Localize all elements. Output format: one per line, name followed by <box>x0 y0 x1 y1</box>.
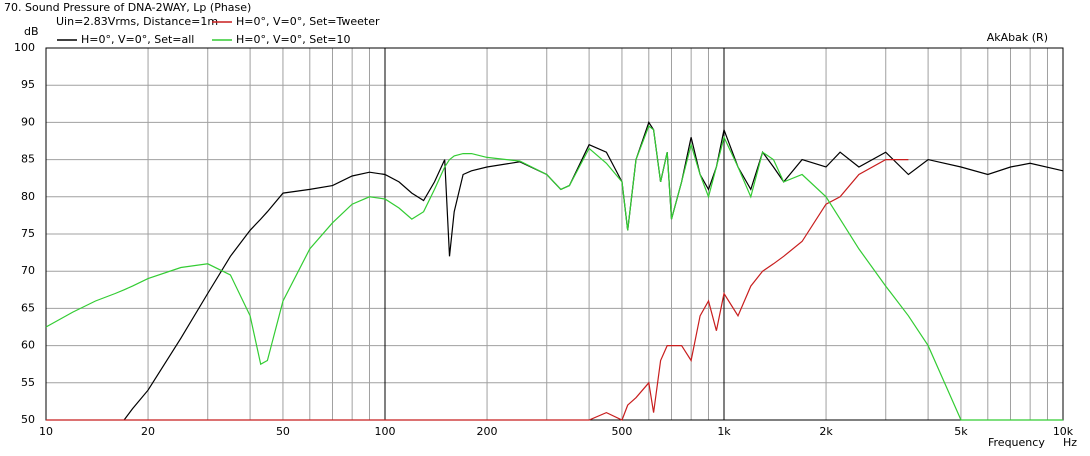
y-tick-label: 50 <box>21 413 35 426</box>
series-line <box>45 125 1063 421</box>
x-tick-label: 20 <box>141 425 155 438</box>
x-tick-label: 100 <box>375 425 396 438</box>
y-tick-label: 70 <box>21 264 35 277</box>
legend-label: H=0°, V=0°, Set=10 <box>236 33 351 46</box>
chart-title: 70. Sound Pressure of DNA-2WAY, Lp (Phas… <box>4 1 251 14</box>
x-tick-label: 2k <box>819 425 833 438</box>
series-line <box>46 159 909 421</box>
legend-label: H=0°, V=0°, Set=all <box>81 33 194 46</box>
x-tick-label: 200 <box>477 425 498 438</box>
x-axis-unit: Hz <box>1063 436 1077 449</box>
x-tick-label: 10k <box>1053 425 1074 438</box>
x-tick-label: 50 <box>276 425 290 438</box>
annotation: AkAbak (R) <box>987 31 1048 44</box>
y-tick-label: 60 <box>21 339 35 352</box>
x-tick-label: 1k <box>717 425 731 438</box>
y-tick-label: 95 <box>21 78 35 91</box>
y-tick-label: 85 <box>21 153 35 166</box>
chart-subtitle: Uin=2.83Vrms, Distance=1m <box>56 15 218 28</box>
y-tick-label: 90 <box>21 115 35 128</box>
x-tick-label: 500 <box>611 425 632 438</box>
series-line <box>123 121 1064 421</box>
y-tick-label: 80 <box>21 190 35 203</box>
y-tick-label: 100 <box>14 41 35 54</box>
legend-label: H=0°, V=0°, Set=Tweeter <box>236 15 380 28</box>
x-tick-label: 10 <box>39 425 53 438</box>
y-tick-label: 55 <box>21 376 35 389</box>
y-tick-label: 75 <box>21 227 35 240</box>
y-axis-label: dB <box>24 25 39 38</box>
x-tick-label: 5k <box>954 425 968 438</box>
y-tick-label: 65 <box>21 301 35 314</box>
x-axis-label: Frequency <box>988 436 1045 449</box>
